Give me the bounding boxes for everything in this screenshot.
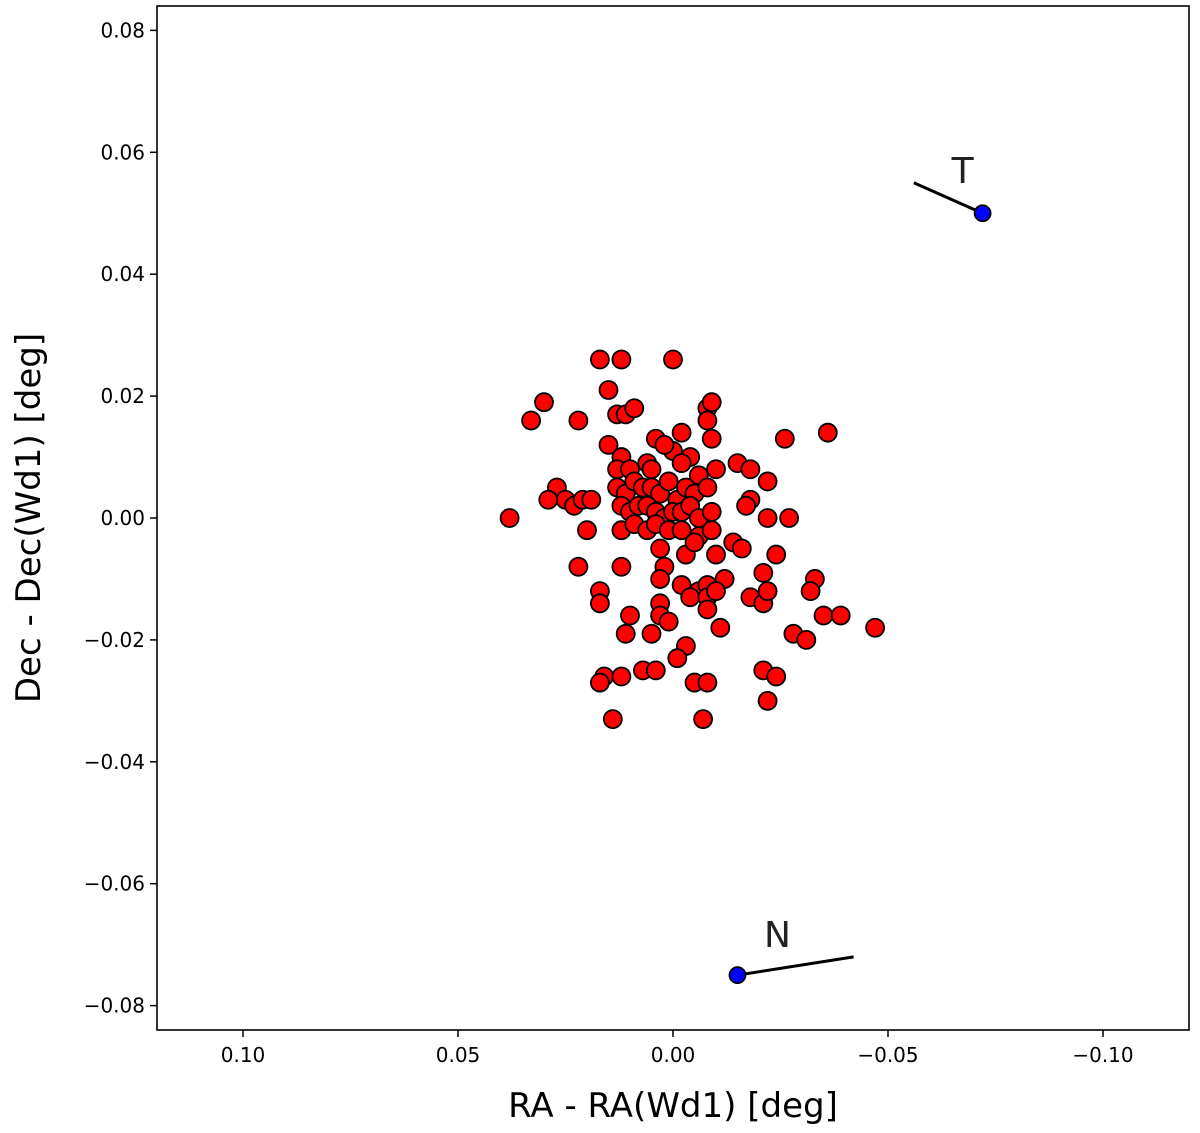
member-point (865, 617, 885, 638)
y-tick-label: −0.06 (84, 872, 145, 896)
member-point (590, 672, 610, 693)
member-point (641, 459, 662, 480)
y-tick-label: −0.02 (84, 628, 145, 652)
member-point (671, 520, 692, 541)
member-point (671, 422, 692, 443)
member-point (757, 471, 778, 492)
annotation-lines (737, 181, 984, 977)
member-point (697, 477, 718, 498)
member-point (701, 428, 722, 449)
y-tick-label: −0.04 (84, 750, 145, 774)
member-point (766, 544, 787, 565)
member-point (800, 581, 821, 602)
member-point (697, 599, 718, 620)
member-point (706, 459, 726, 480)
member-point (521, 410, 541, 431)
member-point (615, 623, 636, 644)
member-point (568, 556, 589, 577)
x-ticks: 0.10 0.05 0.00 −0.05 −0.10 (221, 1030, 1134, 1067)
member-point (697, 410, 718, 431)
member-point (611, 349, 632, 370)
member-point (680, 587, 701, 608)
member-point (813, 605, 834, 626)
member-point (693, 709, 713, 730)
special-point (973, 204, 992, 223)
member-point (663, 349, 683, 370)
member-point (590, 593, 610, 614)
annotation-label: N (764, 915, 791, 956)
data-points (499, 204, 992, 985)
member-point (611, 556, 632, 577)
annotation-labels: TN (764, 151, 975, 956)
member-point (577, 520, 597, 541)
member-point (598, 380, 619, 400)
member-point (568, 410, 589, 431)
member-point (779, 508, 799, 528)
y-tick-label: 0.06 (100, 140, 145, 164)
special-point (728, 966, 747, 985)
x-axis-label: RA - RA(Wd1) [deg] (508, 1086, 838, 1126)
y-tick-label: 0.08 (100, 18, 145, 42)
member-point (757, 508, 778, 528)
member-point (581, 489, 602, 510)
member-point (706, 544, 726, 565)
member-point (671, 453, 692, 474)
member-point (830, 605, 851, 626)
member-point (796, 630, 817, 650)
member-point (736, 495, 756, 516)
member-point (650, 569, 670, 589)
member-point (499, 508, 520, 528)
member-point (740, 459, 761, 480)
member-point (611, 666, 632, 687)
member-point (757, 581, 778, 602)
member-point (654, 434, 675, 455)
member-point (701, 392, 722, 413)
annotation-line (913, 181, 984, 215)
member-point (658, 611, 679, 632)
member-point (817, 422, 838, 443)
member-point (534, 392, 554, 413)
member-point (602, 709, 623, 730)
member-point (641, 623, 662, 644)
member-point (757, 690, 778, 711)
member-point (697, 672, 718, 693)
x-tick-label: −0.05 (857, 1043, 918, 1067)
member-point (598, 434, 619, 455)
x-tick-label: −0.10 (1072, 1043, 1133, 1067)
member-point (538, 489, 559, 510)
member-point (650, 538, 670, 559)
member-point (701, 520, 722, 541)
member-point (620, 605, 640, 626)
y-tick-label: 0.04 (100, 262, 145, 286)
member-point (658, 471, 679, 492)
y-tick-label: −0.08 (84, 994, 145, 1018)
member-point (645, 660, 666, 681)
x-tick-label: 0.00 (651, 1043, 696, 1067)
x-tick-label: 0.05 (436, 1043, 481, 1067)
x-tick-label: 0.10 (221, 1043, 266, 1067)
y-ticks: 0.08 0.06 0.04 0.02 0.00 −0.02 −0.04 −0.06 −0.08 (84, 18, 157, 1018)
member-point (766, 666, 787, 687)
y-axis-label: Dec - Dec(Wd1) [deg] (9, 333, 49, 703)
member-point (710, 617, 731, 638)
member-point (731, 538, 752, 559)
member-point (684, 532, 705, 553)
y-tick-label: 0.02 (100, 384, 145, 408)
member-point (667, 648, 688, 669)
member-point (590, 349, 610, 370)
member-point (701, 502, 722, 522)
member-point (624, 398, 645, 419)
member-point (774, 428, 795, 449)
member-point (706, 581, 726, 602)
y-tick-label: 0.00 (100, 506, 145, 530)
member-point (753, 562, 774, 583)
annotation-line (737, 955, 854, 977)
annotation-label: T (951, 151, 975, 192)
